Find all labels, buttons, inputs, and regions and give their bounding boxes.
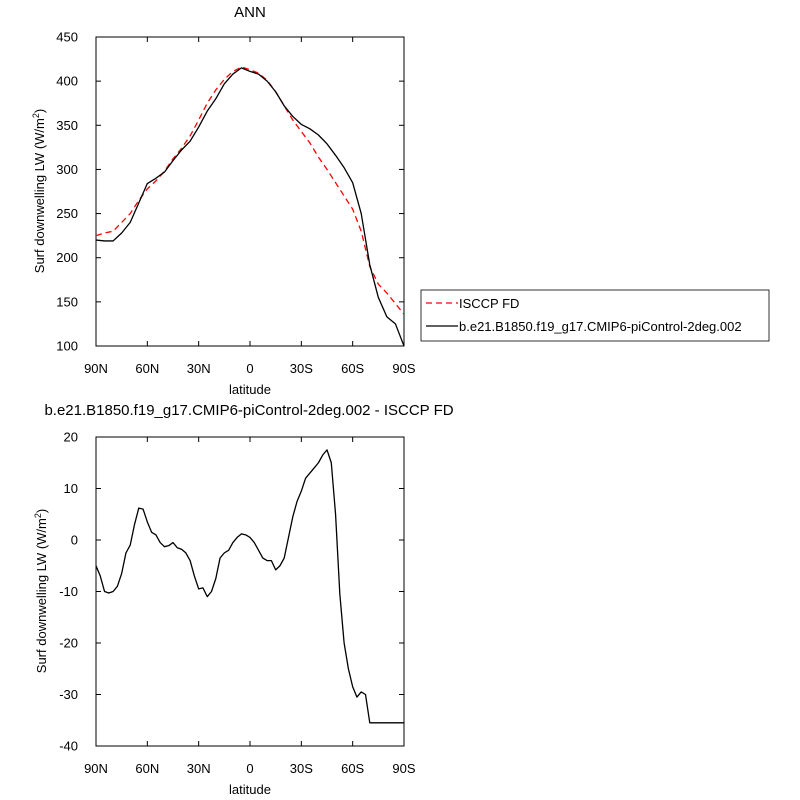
bottom-x-tick-label: 30S (290, 761, 313, 776)
bottom-axis-ticks: 90N 60N 30N 0 30S 60S 90S -40 -30 -20 -10 0 10 20 (59, 430, 416, 777)
top-y-tick-label: 150 (56, 294, 78, 309)
bottom-y-tick-label: -40 (59, 739, 78, 754)
bottom-y-tick-label: -20 (59, 636, 78, 651)
top-y-tick-label: 350 (56, 118, 78, 133)
bottom-x-tick-label: 90N (84, 761, 108, 776)
top-y-axis-label: Surf downwelling LW (W/m2) (31, 109, 47, 273)
bottom-panel: b.e21.B1850.f19_g17.CMIP6-piControl-2deg… (33, 402, 454, 797)
top-plot-frame (95, 36, 405, 347)
legend-box (420, 289, 770, 342)
top-chart-title: ANN (234, 4, 266, 21)
top-y-tick-label: 300 (56, 162, 78, 177)
top-x-tick-label: 30N (187, 361, 211, 376)
bottom-y-tick-label: 10 (64, 481, 78, 496)
top-axis-ticks: 90N 60N 30N 0 30S 60S 90S 100 150 200 250 300 350 400… (56, 30, 416, 377)
top-x-tick-label: 30S (290, 361, 313, 376)
top-y-tick-label: 400 (56, 74, 78, 89)
bottom-x-tick-label: 30N (187, 761, 211, 776)
bottom-x-tick-label: 0 (246, 761, 253, 776)
top-x-tick-label: 60N (135, 361, 159, 376)
top-plot-series (96, 66, 404, 346)
legend: ISCCP FD b.e21.B1850.f19_g17.CMIP6-piCon… (420, 289, 770, 342)
bottom-y-axis-label: Surf downwelling LW (W/m2) (33, 509, 49, 673)
bottom-plot-frame (95, 436, 405, 747)
top-x-tick-label: 0 (246, 361, 253, 376)
legend-model-label: b.e21.B1850.f19_g17.CMIP6-piControl-2deg… (459, 319, 742, 334)
bottom-x-tick-label: 60S (341, 761, 364, 776)
bottom-y-tick-label: -30 (59, 687, 78, 702)
bottom-series-line-0 (96, 449, 404, 724)
top-y-tick-label: 100 (56, 339, 78, 354)
bottom-y-tick-label: -10 (59, 584, 78, 599)
top-panel: ANN 90N 60N 30N 0 30S 60S 90S 100 150 200 250 300 35… (31, 4, 416, 397)
top-series-line-1 (96, 67, 404, 346)
bottom-y-tick-label: 20 (64, 430, 78, 445)
top-x-axis-label: latitude (229, 382, 271, 397)
bottom-x-axis-label: latitude (229, 782, 271, 797)
bottom-x-tick-label: 90S (392, 761, 415, 776)
top-x-tick-label: 90N (84, 361, 108, 376)
top-y-tick-label: 250 (56, 206, 78, 221)
top-x-tick-label: 60S (341, 361, 364, 376)
top-y-tick-label: 450 (56, 30, 78, 45)
top-x-tick-label: 90S (392, 361, 415, 376)
bottom-x-tick-label: 60N (135, 761, 159, 776)
top-y-tick-label: 200 (56, 250, 78, 265)
bottom-chart-title: b.e21.B1850.f19_g17.CMIP6-piControl-2deg… (44, 402, 453, 419)
top-series-line-0 (96, 66, 404, 315)
bottom-y-tick-label: 0 (71, 533, 78, 548)
bottom-plot-series (96, 449, 404, 724)
legend-isccp-label: ISCCP FD (459, 296, 519, 311)
